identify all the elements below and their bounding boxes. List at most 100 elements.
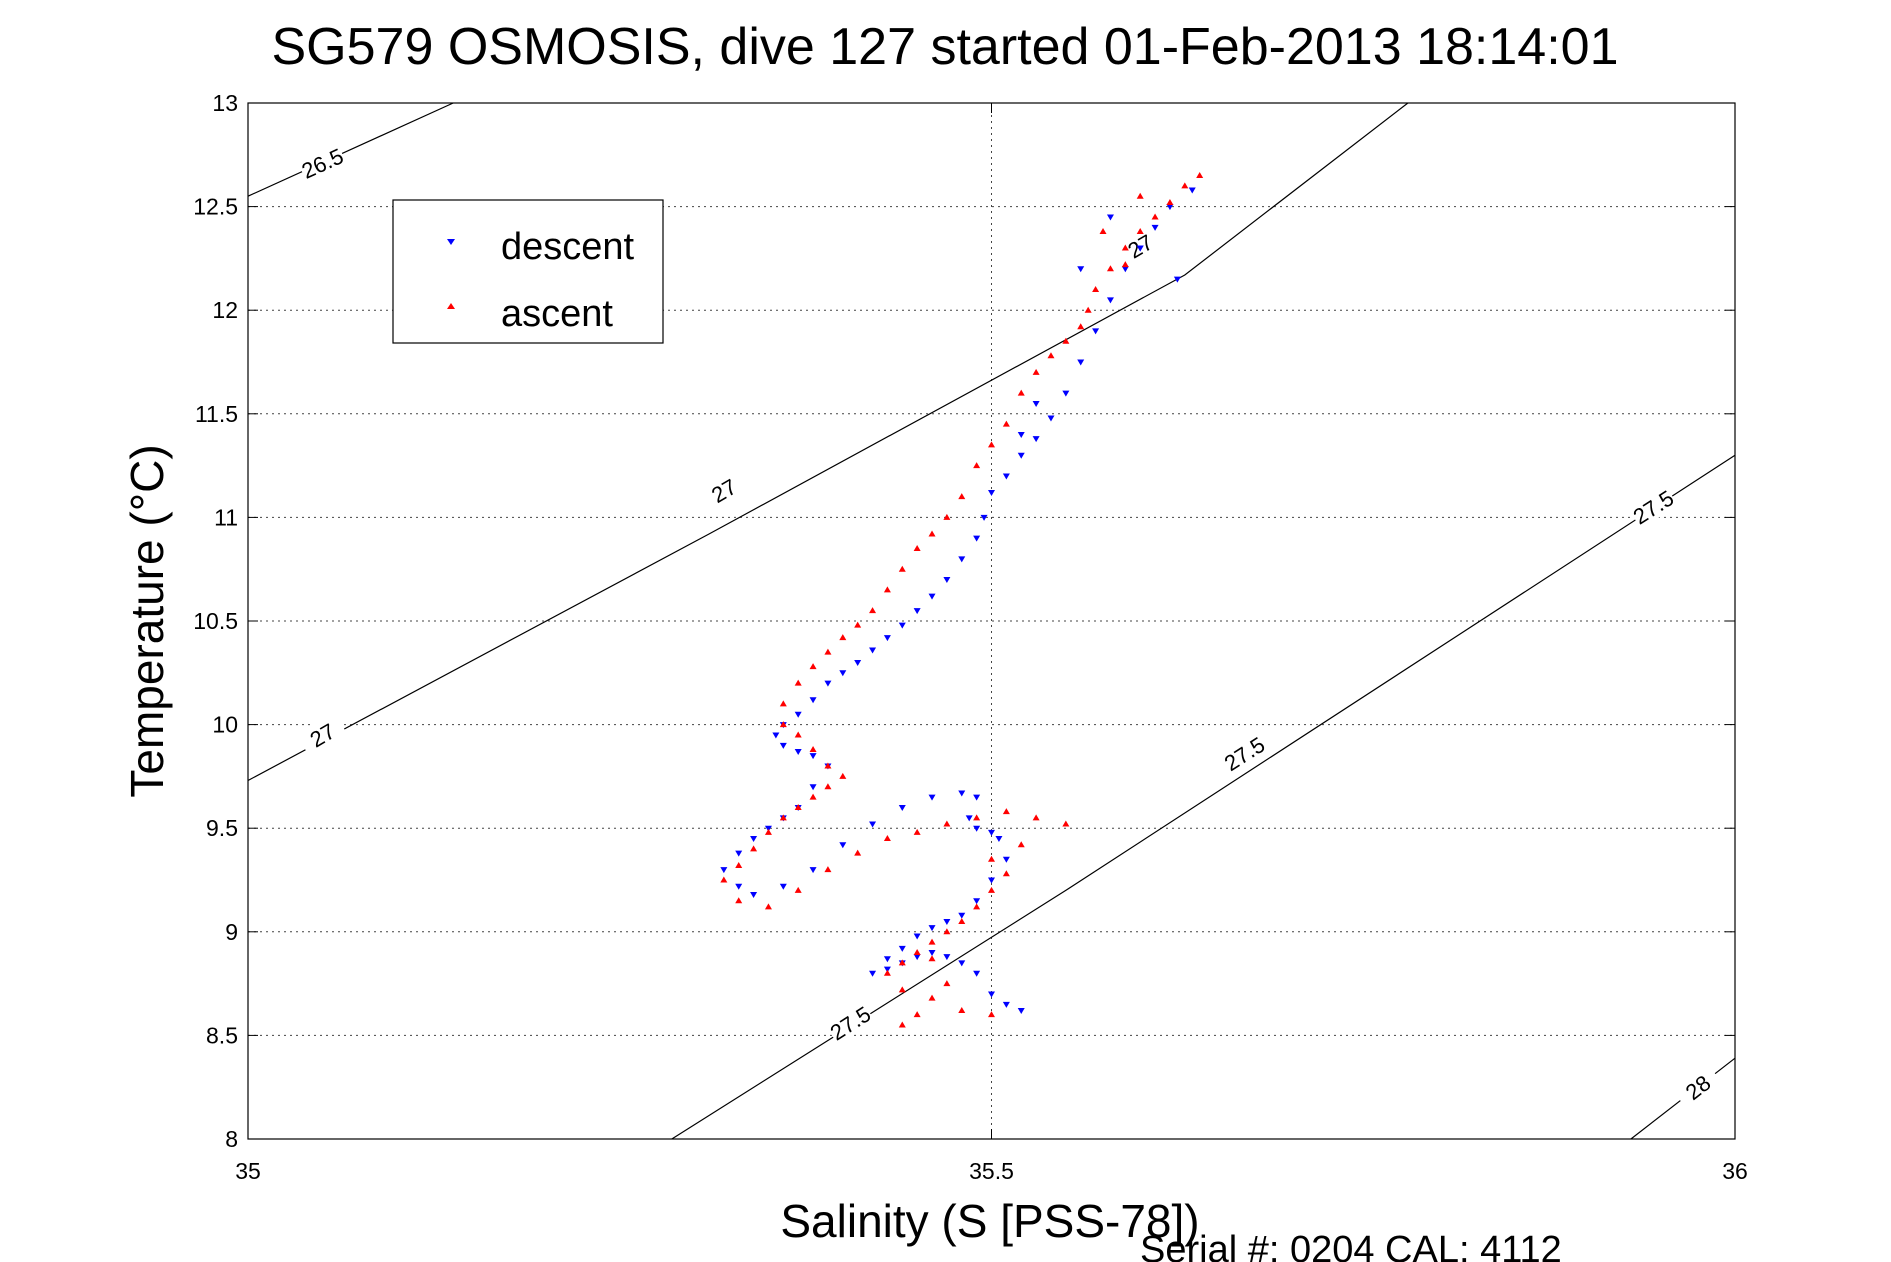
ascent-point [794, 803, 802, 810]
legend-ascent-label: ascent [501, 293, 613, 335]
series-ascent [720, 172, 1204, 1028]
ascent-point [824, 866, 832, 873]
descent-point [913, 954, 921, 961]
descent-point [764, 825, 772, 832]
ascent-point [973, 462, 981, 469]
ascent-point [1062, 820, 1070, 827]
ascent-point [1181, 182, 1189, 189]
ascent-point [928, 938, 936, 945]
descent-point [988, 490, 995, 497]
ascent-point [720, 876, 728, 883]
ascent-point [943, 980, 951, 987]
density-contour-line [247, 102, 454, 197]
ascent-point [1121, 244, 1129, 251]
descent-point [779, 883, 787, 890]
ascent-point [794, 679, 802, 686]
descent-point [869, 647, 877, 654]
descent-point [735, 850, 743, 857]
ascent-point [735, 861, 743, 868]
ascent-point [1092, 285, 1100, 292]
descent-point [1002, 856, 1010, 863]
descent-point [1062, 390, 1070, 397]
descent-point [1017, 1008, 1025, 1015]
ascent-point [779, 814, 787, 821]
descent-point [973, 825, 981, 832]
descent-point [809, 867, 817, 874]
descent-point [735, 883, 743, 890]
descent-point [1106, 214, 1114, 221]
descent-point [958, 790, 966, 797]
descent-point [913, 933, 921, 940]
ascent-point [928, 994, 936, 1001]
ascent-point [928, 530, 936, 537]
descent-point [779, 742, 787, 749]
ascent-point [794, 886, 802, 893]
ascent-point [913, 1011, 921, 1018]
contour-label-knockout [824, 999, 876, 1045]
descent-point [883, 966, 891, 973]
descent-point [839, 670, 847, 677]
descent-point [928, 794, 936, 801]
contour-label-knockout [1671, 1062, 1723, 1111]
descent-point [794, 749, 802, 756]
descent-point [958, 960, 966, 967]
ascent-point [913, 949, 921, 956]
ascent-point [824, 648, 832, 655]
descent-point [973, 794, 981, 801]
descent-point [973, 898, 981, 905]
series-descent [720, 187, 1196, 1015]
descent-point [839, 842, 847, 849]
y-tick-labels: 8 8.5 9 9.5 10 10.5 11 11.5 12 12.5 13 [193, 90, 238, 1152]
x-axis-label: Salinity (S [PSS-78]) [780, 1195, 1199, 1247]
y-tick-label: 12 [212, 297, 238, 323]
ascent-point [839, 772, 847, 779]
descent-point [1077, 266, 1085, 273]
ascent-point [958, 1007, 966, 1014]
ascent-point [943, 928, 951, 935]
legend-ascent-marker [447, 303, 455, 309]
ascent-point [809, 745, 817, 752]
ascent-point [943, 513, 951, 520]
ascent-point [764, 903, 772, 910]
ascent-point [988, 441, 995, 448]
contour-label-knockout [296, 141, 348, 184]
y-tick-label: 10.5 [193, 608, 238, 634]
ascent-point [883, 586, 891, 593]
descent-point [958, 912, 966, 919]
x-tick-label: 35.5 [969, 1158, 1014, 1184]
y-tick-label: 9.5 [206, 815, 238, 841]
ascent-point [928, 955, 936, 962]
ascent-point [1084, 306, 1092, 313]
descent-point [928, 593, 936, 600]
y-tick-label: 9 [225, 919, 238, 945]
descent-point [988, 877, 995, 884]
ascent-point [794, 731, 802, 738]
ascent-point [988, 1011, 995, 1018]
ascent-point [973, 903, 981, 910]
descent-point [1173, 276, 1181, 283]
descent-point [1166, 204, 1174, 211]
y-tick-label: 11 [214, 504, 238, 530]
ascent-point [809, 663, 817, 670]
ascent-point [913, 828, 921, 835]
descent-point [854, 659, 862, 666]
density-contours: 26.527272727.527.527.528 [247, 102, 1736, 1140]
descent-point [943, 918, 951, 925]
serial-cal-footer: Serial #: 0204 CAL: 4112 [1140, 1229, 1562, 1262]
descent-point [988, 829, 995, 836]
ascent-point [824, 783, 832, 790]
descent-point [869, 970, 877, 977]
ascent-point [1136, 227, 1144, 234]
descent-point [1188, 187, 1196, 194]
ascent-point [750, 845, 758, 852]
chart-title: SG579 OSMOSIS, dive 127 started 01-Feb-2… [271, 18, 1618, 76]
descent-point [1017, 452, 1025, 459]
descent-point [1092, 328, 1100, 335]
ascent-point [735, 897, 743, 904]
contour-label-group: 26.5 [296, 141, 348, 184]
contour-label-knockout [697, 467, 749, 512]
descent-point [928, 950, 936, 957]
ascent-point [809, 793, 817, 800]
descent-point [1032, 400, 1040, 407]
